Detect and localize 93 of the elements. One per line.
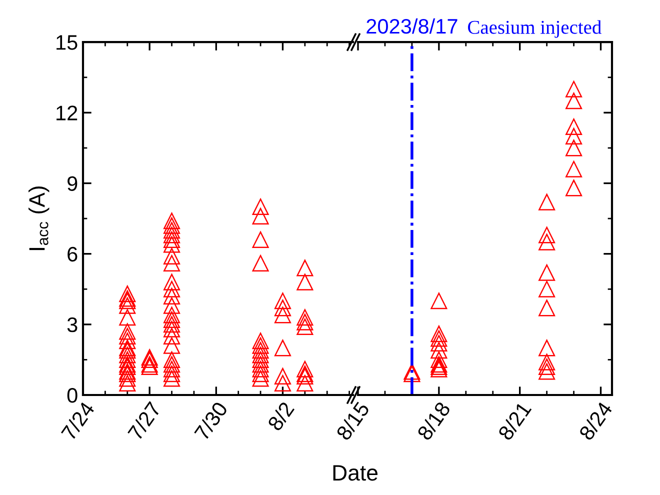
point <box>119 332 136 350</box>
text: Caesium injected <box>468 20 602 38</box>
point <box>252 198 269 216</box>
point <box>119 286 136 302</box>
point <box>274 368 291 384</box>
point <box>164 356 180 373</box>
point <box>566 140 582 156</box>
point <box>119 374 136 392</box>
point <box>252 254 269 272</box>
point <box>296 274 314 290</box>
point <box>119 309 136 326</box>
point <box>430 292 448 310</box>
point <box>296 309 314 326</box>
point <box>252 332 269 350</box>
point <box>119 328 136 344</box>
point <box>164 328 180 344</box>
x-axis-title: Date <box>333 465 378 481</box>
point <box>164 366 180 382</box>
point <box>296 260 314 276</box>
point <box>252 231 269 248</box>
point <box>164 337 180 354</box>
point <box>164 306 180 324</box>
point <box>119 323 136 340</box>
point <box>252 208 269 224</box>
point <box>430 330 448 347</box>
point <box>566 160 582 178</box>
point <box>566 80 582 98</box>
y-tick-label: 9 <box>68 176 78 192</box>
point <box>164 248 180 264</box>
point <box>538 226 556 244</box>
point <box>119 370 136 387</box>
point <box>164 280 180 298</box>
point <box>538 194 556 210</box>
point <box>252 351 269 368</box>
x-tick-label: 8/2 <box>266 400 295 432</box>
point <box>164 320 180 338</box>
point <box>538 280 556 298</box>
point <box>296 360 314 378</box>
point <box>566 92 582 110</box>
point <box>566 180 582 196</box>
y-tick-label: 6 <box>68 246 78 262</box>
point <box>164 222 180 239</box>
point <box>430 334 448 352</box>
point <box>164 274 180 290</box>
point <box>164 316 180 333</box>
y-tick-label: 15 <box>56 35 78 50</box>
point <box>430 351 448 368</box>
point <box>430 342 448 359</box>
point <box>164 212 180 230</box>
point <box>296 318 314 336</box>
point <box>430 326 448 342</box>
point <box>164 351 180 368</box>
point <box>119 297 136 314</box>
point <box>538 264 556 281</box>
point <box>538 234 556 250</box>
point <box>274 340 291 356</box>
point <box>164 231 180 248</box>
point <box>164 288 180 304</box>
point <box>252 346 269 364</box>
point <box>538 340 556 356</box>
point <box>538 354 556 370</box>
point <box>164 360 180 378</box>
point <box>164 226 180 244</box>
point <box>119 346 136 364</box>
point <box>252 342 269 359</box>
y-tick-label: 0 <box>67 388 78 403</box>
point <box>252 356 269 373</box>
point <box>274 306 291 324</box>
y-axis-title: I$_{acc}$ (A) <box>28 186 50 250</box>
point <box>296 374 314 392</box>
point <box>252 370 269 387</box>
point <box>252 366 269 382</box>
point <box>274 374 291 392</box>
point <box>164 254 180 272</box>
y-tick-label: 12 <box>56 106 78 120</box>
point <box>296 314 314 330</box>
point <box>164 297 180 314</box>
point <box>538 358 556 376</box>
point <box>538 300 556 316</box>
point <box>566 128 582 144</box>
point <box>164 311 180 328</box>
point <box>274 292 291 310</box>
point <box>119 351 136 368</box>
point <box>252 360 269 378</box>
point <box>252 337 269 354</box>
y-tick-label: 3 <box>67 317 78 332</box>
point <box>274 300 291 316</box>
point <box>164 370 180 387</box>
point <box>566 118 582 136</box>
point <box>164 217 180 234</box>
ref-line-label: 2023/8/17 <box>366 18 458 34</box>
point <box>164 236 180 253</box>
point <box>538 363 556 380</box>
